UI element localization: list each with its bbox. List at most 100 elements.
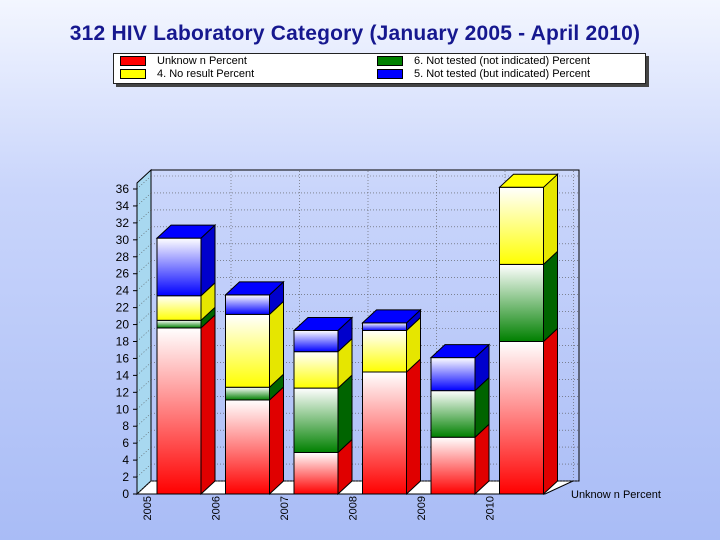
bar-no-result-2007 [293, 337, 353, 390]
y-tick-label: 12 [116, 385, 130, 399]
bar-front-face [362, 322, 407, 331]
bar-no-result-2010 [499, 173, 558, 266]
depth-axis-label: Unknow n Percent [571, 489, 661, 501]
legend-swatch-no-result [120, 69, 146, 79]
y-tick-label: 32 [116, 216, 130, 230]
x-tick-label: 2007 [279, 496, 291, 520]
y-tick-label: 34 [116, 199, 130, 213]
gridline-side [136, 294, 152, 308]
bar-front-face [293, 451, 339, 495]
y-tick-label: 4 [122, 453, 129, 467]
x-tick-label: 2008 [348, 496, 360, 520]
bar-front-face [156, 295, 202, 321]
y-tick-label: 22 [116, 301, 130, 315]
bar-front-face [225, 313, 270, 388]
bar-front-face [156, 327, 202, 495]
gridline-side [136, 463, 152, 478]
bar-top-2007 [292, 316, 354, 331]
legend-label-no-result: 4. No result Percent [157, 68, 255, 80]
x-tick-label: 2010 [485, 496, 497, 520]
gridline-side [136, 429, 152, 444]
chart-title: 312 HIV Laboratory Category (January 200… [69, 22, 641, 45]
bar-top-2005 [155, 224, 217, 239]
y-tick-label: 14 [116, 368, 130, 382]
x-tick-label: 2005 [142, 496, 154, 520]
y-tick-label: 24 [116, 284, 130, 298]
bar-not-tested-indicated-2005 [156, 223, 216, 297]
y-tick-label: 18 [116, 335, 130, 349]
legend-label-not-tested-not-indicated: 6. Not tested (not indicated) Percent [414, 55, 591, 67]
bar-front-face [499, 341, 544, 495]
gridline-side [136, 396, 152, 410]
gridline-side [136, 175, 152, 190]
y-tick-label: 16 [116, 351, 130, 365]
bar-side-face [269, 385, 284, 496]
gridline-side [136, 192, 152, 207]
bar-front-face [156, 319, 202, 329]
bar-front-face [430, 357, 476, 392]
bar-side-face [543, 173, 558, 266]
gridline-side [136, 226, 152, 241]
x-tick-label: 2009 [416, 496, 428, 520]
bar-side-face [200, 313, 216, 496]
x-axis: 2005 2006 2007 2008 2009 2010 Unknow n Percent [142, 489, 661, 520]
bar-top-2006 [224, 281, 285, 296]
bar-front-face [225, 294, 270, 315]
bar-not-tested-not-indicated-2009 [430, 376, 490, 439]
gridline-side [136, 480, 152, 495]
legend-swatch-not-tested-not-indicated [377, 56, 403, 66]
bar-top-2009 [429, 344, 491, 359]
gridline-side [136, 345, 152, 359]
bar-front-face [225, 386, 270, 401]
bar-side-face [543, 250, 558, 343]
x-tick-label: 2006 [211, 496, 223, 520]
bar-unknown-2006 [225, 385, 284, 496]
bar-front-face [362, 329, 407, 373]
bar-front-face [430, 436, 476, 495]
gridline-side [136, 311, 152, 325]
y-tick-label: 28 [116, 250, 130, 264]
y-tick-label: 2 [122, 470, 129, 484]
gridline-side [136, 446, 152, 461]
y-tick-label: 30 [116, 233, 130, 247]
y-tick-label: 36 [116, 182, 130, 196]
gridline-side [136, 379, 152, 393]
side-wall [136, 168, 152, 496]
bar-front-face [430, 390, 476, 438]
bar-unknown-2009 [430, 423, 490, 496]
bar-not-tested-indicated-2009 [430, 343, 490, 392]
bar-top-2010 [498, 173, 559, 188]
gridline-side [136, 277, 152, 291]
gridline-side [136, 328, 152, 342]
y-tick-label: 6 [122, 436, 129, 450]
bar-front-face [225, 399, 270, 495]
bar-front-face [293, 329, 339, 353]
bar-no-result-2005 [156, 281, 216, 322]
legend-swatch-unknown [120, 56, 146, 66]
legend-label-not-tested-indicated: 5. Not tested (but indicated) Percent [414, 68, 591, 80]
bar-no-result-2006 [225, 300, 284, 389]
gridline-side [136, 243, 152, 257]
legend-label-unknown: Unknow n Percent [157, 55, 247, 67]
y-tick-label: 0 [122, 487, 129, 501]
bar-unknown-2005 [156, 313, 216, 496]
bar-front-face [293, 387, 339, 453]
bar-unknown-2008 [362, 357, 421, 496]
bar-not-tested-not-indicated-2010 [499, 250, 558, 343]
bars [155, 173, 559, 496]
gridline-side [136, 413, 152, 427]
bar-top-2008 [361, 309, 422, 324]
y-tick-label: 26 [116, 267, 130, 281]
bar-side-face [543, 327, 558, 496]
bar-front-face [293, 351, 339, 389]
y-tick-label: 20 [116, 318, 130, 332]
chart-legend: Unknow n Percent 6. Not tested (not indi… [113, 53, 646, 84]
bar-unknown-2010 [499, 327, 558, 496]
gridline-side [136, 260, 152, 274]
bar-side-face [269, 300, 284, 389]
bar-front-face [499, 186, 544, 265]
bar-front-face [156, 237, 202, 297]
gridline-side [136, 362, 152, 376]
